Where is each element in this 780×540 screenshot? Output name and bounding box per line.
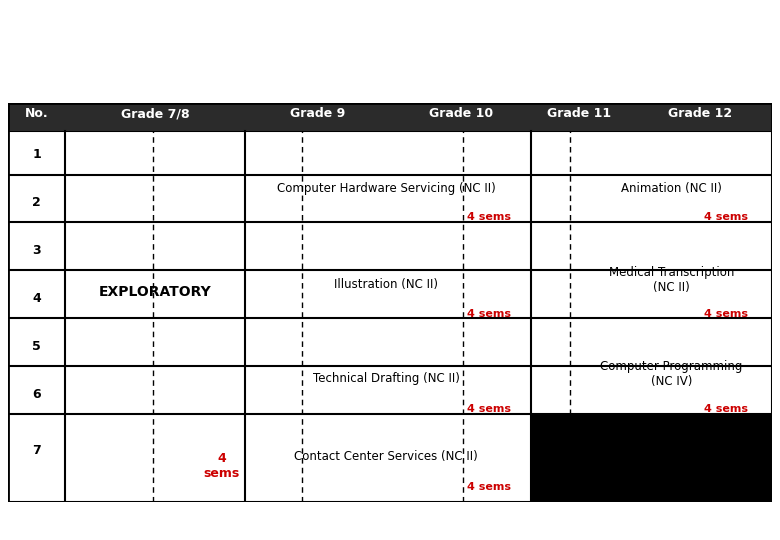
Text: 4 sems: 4 sems (466, 404, 511, 415)
Text: Computer Programming
(NC IV): Computer Programming (NC IV) (600, 360, 743, 388)
Text: 4 sems: 4 sems (704, 212, 748, 222)
Text: Grade 11: Grade 11 (547, 107, 612, 120)
Text: Grade 10: Grade 10 (429, 107, 493, 120)
Text: No.: No. (25, 107, 48, 120)
Text: Illustration (NC II): Illustration (NC II) (334, 278, 438, 291)
Text: 4 sems: 4 sems (466, 212, 511, 222)
Text: 4: 4 (32, 292, 41, 305)
Text: 4 sems: 4 sems (466, 308, 511, 319)
Bar (8, 97, 772, 131)
Text: 4 sems: 4 sems (704, 308, 748, 319)
Text: 4 sems: 4 sems (466, 482, 511, 492)
Text: Medical Transcription
(NC II): Medical Transcription (NC II) (608, 266, 734, 294)
Text: 6: 6 (32, 388, 41, 401)
Text: Contact Center Services (NC II): Contact Center Services (NC II) (294, 450, 478, 463)
Text: Technical Drafting (NC II): Technical Drafting (NC II) (313, 372, 459, 385)
Bar (531, 414, 772, 502)
Text: Grade 7/8: Grade 7/8 (121, 107, 190, 120)
Text: Grade 12: Grade 12 (668, 107, 732, 120)
Text: EXPLORATORY: EXPLORATORY (99, 286, 211, 299)
Text: (ICT) Curriculum Map: (ICT) Curriculum Map (215, 64, 565, 91)
Text: Animation (NC II): Animation (NC II) (621, 182, 722, 195)
Text: 4
sems: 4 sems (204, 452, 240, 480)
Text: DEPARTMENT OF EDUCATION: DEPARTMENT OF EDUCATION (299, 517, 481, 530)
Text: Grade 9: Grade 9 (289, 107, 345, 120)
Text: 3: 3 (32, 244, 41, 257)
Text: 7: 7 (32, 444, 41, 457)
Text: 1: 1 (32, 148, 41, 161)
Text: Sample Information Communication and Technology: Sample Information Communication and Tec… (0, 21, 780, 48)
Text: Computer Hardware Servicing (NC II): Computer Hardware Servicing (NC II) (277, 182, 495, 195)
Text: 2: 2 (32, 196, 41, 209)
Text: 5: 5 (32, 340, 41, 353)
Text: 4 sems: 4 sems (704, 404, 748, 415)
